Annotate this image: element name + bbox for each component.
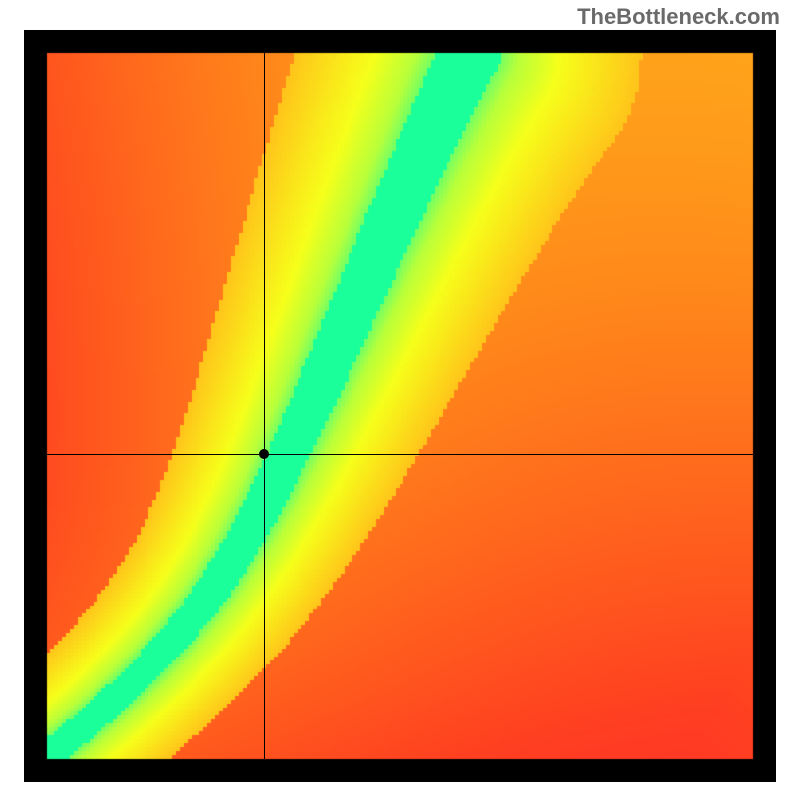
heatmap-canvas — [24, 30, 776, 782]
crosshair-vertical — [264, 53, 265, 759]
figure-container: TheBottleneck.com — [0, 0, 800, 800]
crosshair-horizontal — [47, 454, 753, 455]
watermark-text: TheBottleneck.com — [577, 4, 780, 30]
crosshair-dot — [259, 449, 269, 459]
plot-area — [24, 30, 776, 782]
